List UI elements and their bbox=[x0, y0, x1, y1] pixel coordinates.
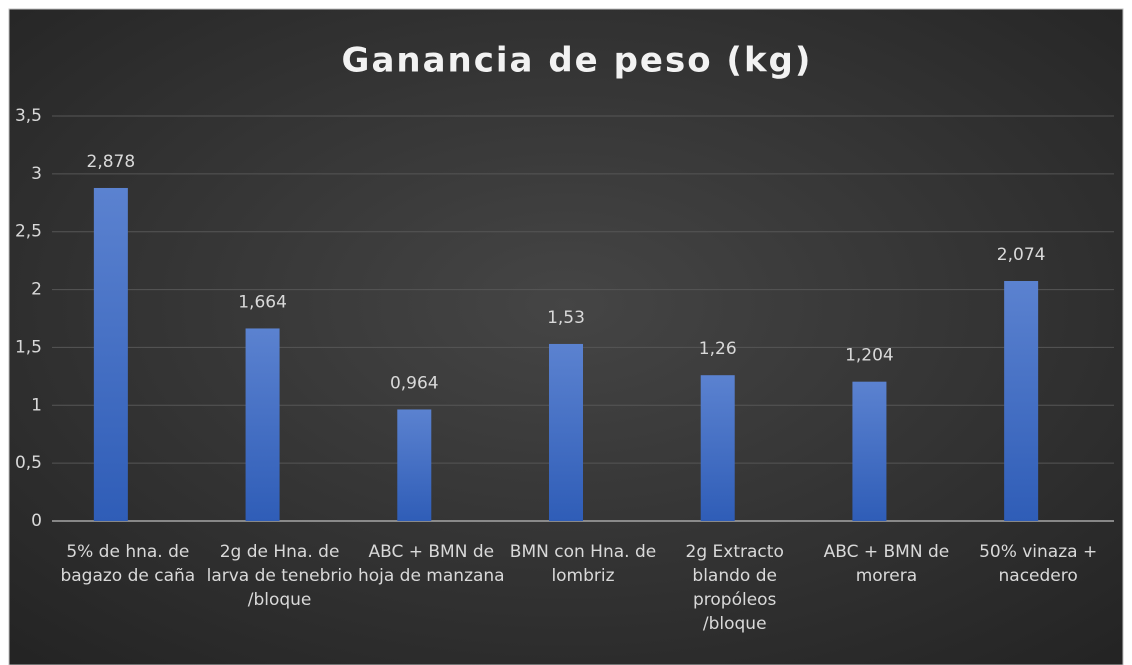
x-tick-label: ABC + BMN de hoja de manzana bbox=[357, 542, 505, 586]
bar bbox=[700, 375, 735, 521]
y-tick-label: 2 bbox=[31, 280, 42, 300]
bar bbox=[93, 187, 128, 521]
bar bbox=[1004, 281, 1039, 521]
data-label: 1,53 bbox=[547, 308, 585, 328]
y-tick-label: 1 bbox=[31, 395, 42, 415]
data-label: 2,878 bbox=[87, 152, 136, 172]
x-tick-label: 50% vinaza + nacedero bbox=[979, 542, 1098, 586]
bar bbox=[397, 409, 432, 521]
x-tick-label: 5% de hna. de bagazo de caña bbox=[60, 542, 196, 586]
chart-background bbox=[8, 8, 1124, 665]
data-label: 0,964 bbox=[390, 373, 439, 393]
y-tick-label: 3,5 bbox=[15, 106, 42, 126]
x-tick-label: 2g de Hna. de larva de tenebrio /bloque bbox=[206, 542, 353, 610]
bar bbox=[852, 381, 887, 521]
data-label: 1,204 bbox=[845, 346, 894, 366]
data-label: 1,664 bbox=[238, 292, 287, 312]
y-tick-label: 1,5 bbox=[15, 337, 42, 357]
data-label: 1,26 bbox=[699, 339, 737, 359]
x-tick-label: 2g Extracto blando de propóleos /bloque bbox=[685, 542, 784, 634]
data-label: 2,074 bbox=[997, 245, 1046, 265]
bar bbox=[245, 328, 280, 521]
x-tick-label: BMN con Hna. de lombriz bbox=[509, 542, 657, 586]
bar bbox=[549, 343, 583, 521]
x-tick-label: ABC + BMN de morera bbox=[823, 542, 950, 586]
y-tick-label: 0 bbox=[31, 511, 42, 531]
y-tick-label: 2,5 bbox=[15, 222, 42, 242]
y-tick-label: 3 bbox=[31, 164, 42, 184]
chart-title: Ganancia de peso (kg) bbox=[342, 41, 813, 81]
y-tick-label: 0,5 bbox=[15, 453, 42, 473]
